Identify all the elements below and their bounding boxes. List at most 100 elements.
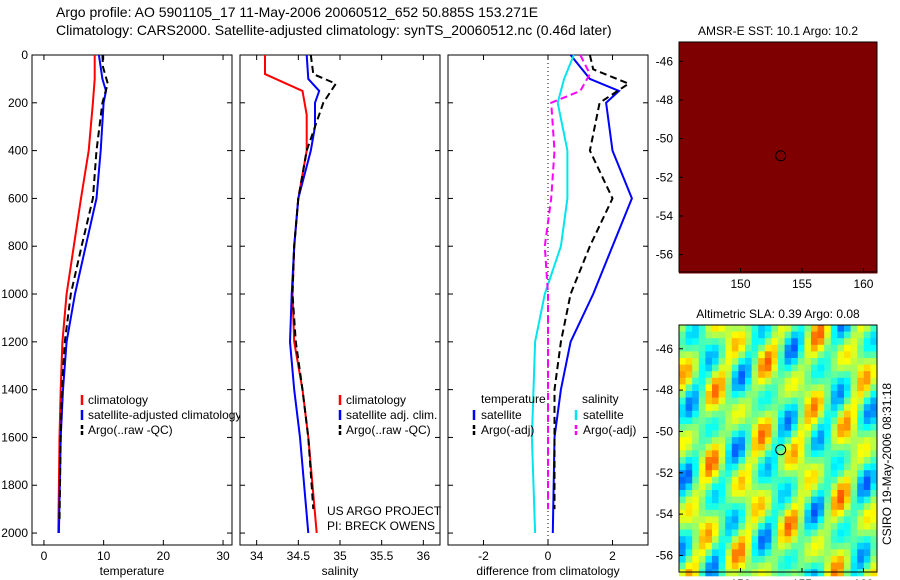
heatmap-cell [764, 325, 772, 333]
heatmap-cell [705, 200, 713, 208]
heatmap-cell [844, 240, 852, 248]
heatmap-cell [718, 536, 726, 544]
heatmap-cell [857, 42, 865, 50]
heatmap-cell [857, 94, 865, 102]
heatmap-cell [692, 490, 700, 498]
heatmap-cell [751, 200, 759, 208]
heatmap-cell [745, 233, 753, 241]
heatmap-cell [705, 167, 713, 175]
heatmap-cell [758, 364, 766, 372]
heatmap-cell [764, 536, 772, 544]
y-tick-label: -48 [656, 383, 674, 397]
heatmap-cell [745, 457, 753, 465]
heatmap-cell [771, 240, 779, 248]
heatmap-cell [679, 476, 687, 484]
heatmap-cell [830, 338, 838, 346]
heatmap-cell [830, 220, 838, 228]
heatmap-cell [824, 503, 832, 511]
heatmap-cell [751, 358, 759, 366]
heatmap-cell [771, 154, 779, 162]
heatmap-cell [817, 121, 825, 129]
heatmap-cell [764, 101, 772, 109]
heatmap-cell [712, 121, 720, 129]
heatmap-cell [870, 450, 878, 458]
legend-label: satellite-adjusted climatology [88, 408, 241, 422]
heatmap-cell [791, 430, 799, 438]
heatmap-cell [791, 344, 799, 352]
heatmap-cell [791, 476, 799, 484]
heatmap-cell [745, 424, 753, 432]
heatmap-cell [731, 226, 739, 234]
heatmap-cell [771, 246, 779, 254]
heatmap-cell [778, 483, 786, 491]
heatmap-cell [837, 160, 845, 168]
legend-label: climatology [346, 393, 406, 407]
heatmap-cell [778, 174, 786, 182]
heatmap-cell [811, 68, 819, 76]
heatmap-cell [764, 562, 772, 570]
heatmap-cell [692, 48, 700, 56]
heatmap-cell [705, 68, 713, 76]
heatmap-cell [837, 193, 845, 201]
heatmap-cell [685, 344, 693, 352]
heatmap-cell [844, 331, 852, 339]
heatmap-cell [745, 94, 753, 102]
heatmap-cell [771, 114, 779, 122]
map-frame [678, 324, 878, 573]
heatmap-cell [751, 240, 759, 248]
heatmap-cell [685, 160, 693, 168]
heatmap-cell [771, 509, 779, 517]
y-tick-label: -46 [656, 342, 674, 356]
heatmap-cell [863, 410, 871, 418]
heatmap-cell [725, 391, 733, 399]
heatmap-cell [731, 483, 739, 491]
heatmap-cell [718, 42, 726, 50]
heatmap-cell [817, 68, 825, 76]
heatmap-cell [758, 114, 766, 122]
heatmap-cell [850, 154, 858, 162]
heatmap-cell [791, 246, 799, 254]
heatmap-cell [824, 266, 832, 274]
heatmap-cell [731, 253, 739, 261]
heatmap-cell [797, 187, 805, 195]
heatmap-cell [857, 160, 865, 168]
heatmap-cell [863, 207, 871, 215]
heatmap-cell [804, 490, 812, 498]
heatmap-cell [731, 569, 739, 577]
heatmap-cell [817, 160, 825, 168]
heatmap-cell [771, 410, 779, 418]
heatmap-cell [870, 496, 878, 504]
heatmap-cell [870, 94, 878, 102]
heatmap-cell [863, 536, 871, 544]
heatmap-cell [692, 404, 700, 412]
heatmap-cell [745, 358, 753, 366]
heatmap-cell [764, 404, 772, 412]
heatmap-cell [778, 68, 786, 76]
heatmap-cell [705, 338, 713, 346]
heatmap-cell [850, 174, 858, 182]
heatmap-cell [824, 114, 832, 122]
heatmap-cell [738, 259, 746, 267]
heatmap-cell [784, 246, 792, 254]
heatmap-cell [784, 371, 792, 379]
heatmap-cell [804, 424, 812, 432]
heatmap-cell [863, 556, 871, 564]
heatmap-cell [863, 331, 871, 339]
heatmap-cell [679, 450, 687, 458]
heatmap-cell [817, 167, 825, 175]
heatmap-cell [811, 134, 819, 142]
heatmap-cell [824, 496, 832, 504]
heatmap-cell [764, 253, 772, 261]
heatmap-cell [764, 437, 772, 445]
heatmap-cell [811, 443, 819, 451]
heatmap-cell [731, 61, 739, 69]
heatmap-cell [692, 338, 700, 346]
heatmap-cell [718, 259, 726, 267]
heatmap-cell [758, 509, 766, 517]
heatmap-cell [850, 94, 858, 102]
heatmap-cell [817, 266, 825, 274]
heatmap-cell [692, 200, 700, 208]
heatmap-cell [705, 391, 713, 399]
heatmap-cell [751, 338, 759, 346]
heatmap-cell [718, 141, 726, 149]
